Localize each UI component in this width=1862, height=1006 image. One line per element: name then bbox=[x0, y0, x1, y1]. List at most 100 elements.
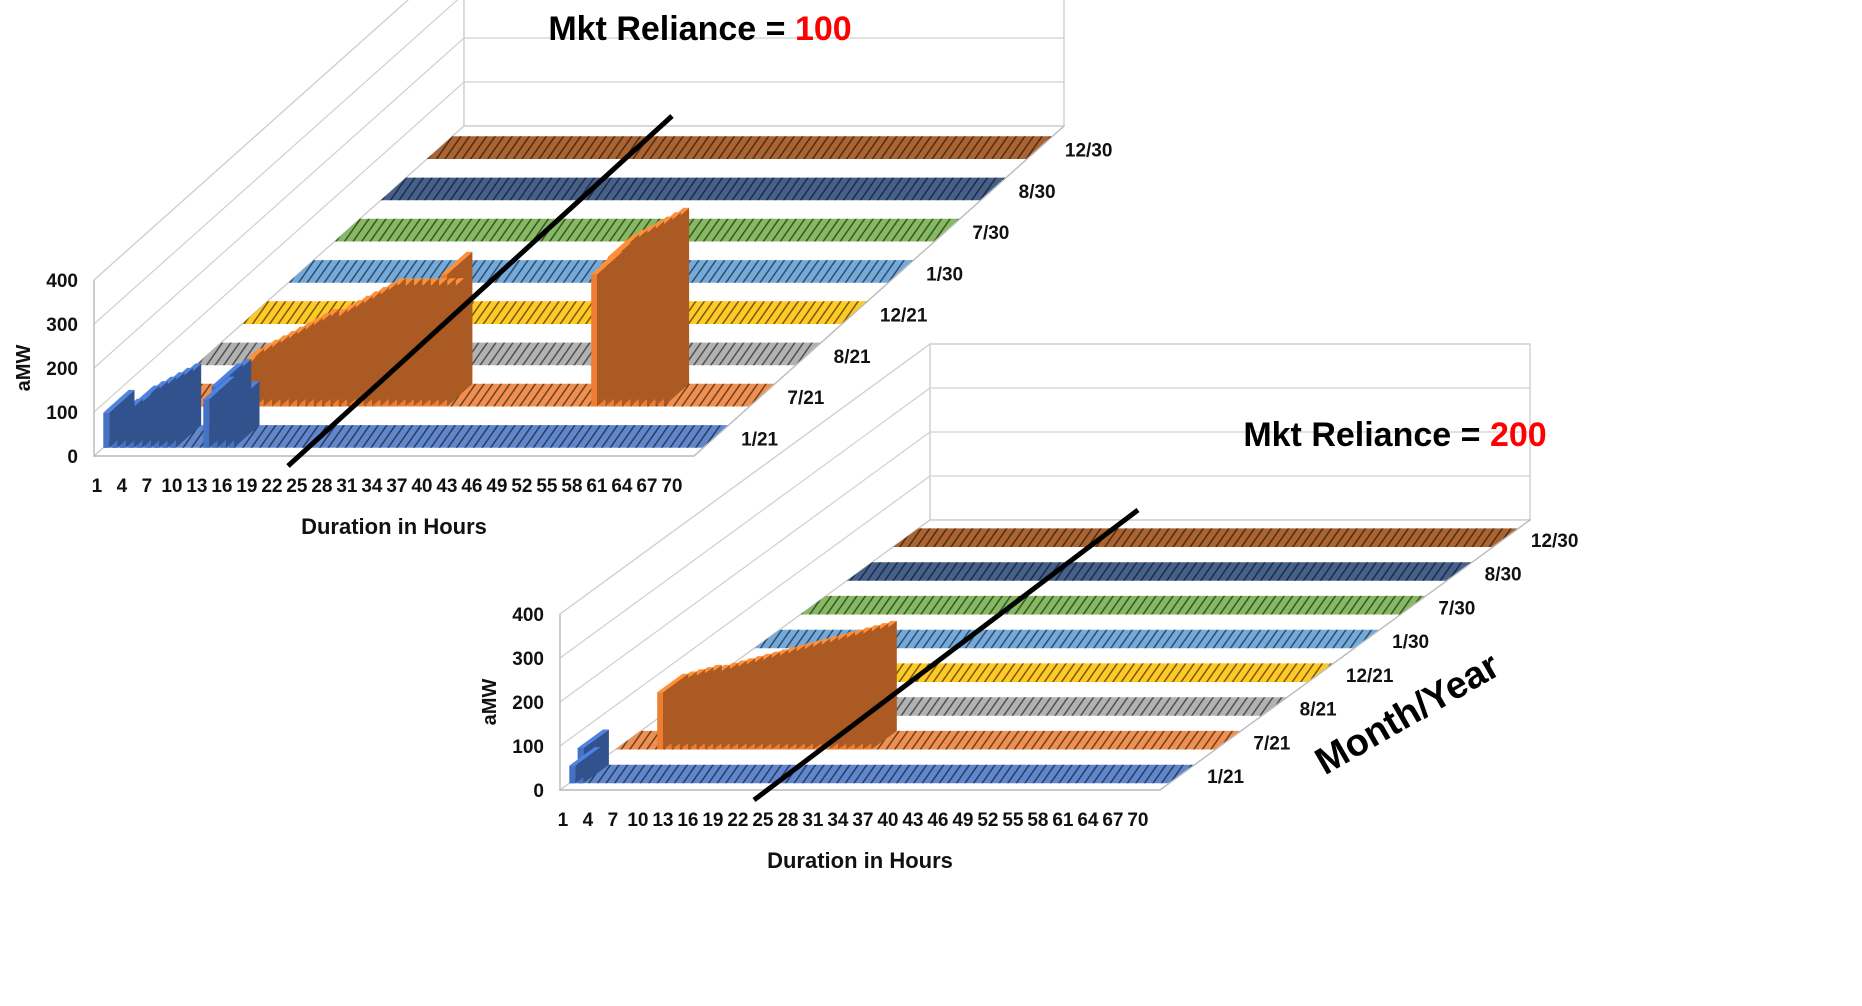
x-tick-label: 34 bbox=[827, 810, 849, 831]
chart-title: Mkt Reliance = 200 bbox=[1243, 416, 1546, 454]
series-label: 7/21 bbox=[787, 388, 824, 409]
floor-strip-hatch bbox=[800, 595, 1426, 615]
series-1-21 bbox=[569, 729, 1195, 784]
series-group bbox=[569, 528, 1519, 784]
bar-front bbox=[591, 274, 597, 407]
x-tick-label: 25 bbox=[286, 476, 308, 497]
series-label: 12/21 bbox=[880, 306, 928, 327]
x-tick-label: 52 bbox=[977, 810, 998, 831]
x-tick-label: 7 bbox=[608, 810, 619, 831]
gridlines bbox=[559, 343, 1530, 747]
x-tick-label: 25 bbox=[752, 810, 774, 831]
y-tick-label: 200 bbox=[46, 359, 78, 380]
x-tick-label: 1 bbox=[92, 476, 103, 497]
bar-top bbox=[103, 389, 135, 413]
title-value: 100 bbox=[795, 10, 852, 48]
x-tick-label: 46 bbox=[927, 810, 948, 831]
series-1-30 bbox=[754, 629, 1380, 649]
x-tick-label: 16 bbox=[677, 810, 698, 831]
gridline bbox=[559, 343, 1530, 615]
bar-front bbox=[203, 399, 210, 448]
bar-front bbox=[657, 692, 663, 750]
x-tick-label: 70 bbox=[661, 476, 682, 497]
gridline bbox=[559, 431, 1530, 703]
bar bbox=[103, 389, 135, 448]
series-label: 12/30 bbox=[1065, 141, 1113, 162]
bar-front bbox=[103, 412, 110, 448]
series-label: 1/30 bbox=[926, 264, 963, 285]
chart-title: Mkt Reliance = 100 bbox=[548, 10, 851, 48]
x-tick-label: 37 bbox=[386, 476, 407, 497]
floor-strip-hatch bbox=[380, 177, 1007, 201]
bar-top bbox=[577, 729, 609, 748]
series-label: 12/30 bbox=[1531, 531, 1579, 552]
series-label: 1/21 bbox=[741, 429, 778, 450]
depth-axis-label: Month/Year bbox=[1308, 645, 1507, 784]
bar-side bbox=[109, 389, 135, 448]
title-equals: = bbox=[1461, 416, 1490, 454]
title-prefix: Mkt Reliance bbox=[548, 10, 765, 48]
x-tick-label: 40 bbox=[877, 810, 898, 831]
series-floor-strip bbox=[800, 595, 1426, 615]
y-tick-label: 0 bbox=[533, 781, 544, 802]
gridlines bbox=[93, 0, 1064, 413]
gridline bbox=[559, 475, 1530, 747]
bar-side bbox=[209, 376, 235, 448]
x-tick-label: 61 bbox=[586, 476, 608, 497]
x-tick-label: 58 bbox=[1027, 810, 1048, 831]
y-tick-label: 100 bbox=[512, 737, 544, 758]
y-axis-ticks: 0 100 200 300 400 bbox=[512, 605, 544, 802]
y-tick-label: 100 bbox=[46, 403, 78, 424]
duration-marker-line bbox=[286, 114, 674, 468]
x-tick-label: 64 bbox=[1077, 810, 1099, 831]
series-floor-strip bbox=[103, 425, 729, 448]
floor-strip-hatch bbox=[427, 136, 1053, 159]
series-label: 8/21 bbox=[1300, 700, 1337, 721]
x-tick-label: 40 bbox=[411, 476, 432, 497]
x-tick-label: 55 bbox=[1002, 810, 1024, 831]
series-floor-strip bbox=[427, 136, 1053, 159]
floor-strip-hatch bbox=[893, 528, 1519, 547]
gridline bbox=[93, 37, 1064, 369]
bar bbox=[569, 747, 601, 784]
x-axis-ticks: 1 4 7 10 13 16 19 22 25 28 31 34 37 40 43 46 49 52 55 58 61 6… bbox=[558, 810, 1149, 831]
series-8-30 bbox=[846, 562, 1473, 581]
axis-frame bbox=[93, 125, 1065, 457]
series-label: 1/21 bbox=[1207, 767, 1244, 788]
bar-top bbox=[441, 251, 473, 275]
y-tick-label: 300 bbox=[46, 315, 78, 336]
bar-front bbox=[569, 765, 576, 784]
y-tick-label: 200 bbox=[512, 693, 544, 714]
x-tick-label: 4 bbox=[583, 810, 594, 831]
x-tick-label: 22 bbox=[261, 476, 282, 497]
bar-top bbox=[203, 376, 235, 400]
x-tick-label: 37 bbox=[852, 810, 873, 831]
y-axis-label: aMW bbox=[13, 345, 35, 392]
y-tick-label: 300 bbox=[512, 649, 544, 670]
series-floor-strip bbox=[380, 177, 1007, 201]
series-label: 8/30 bbox=[1485, 565, 1522, 586]
x-tick-label: 4 bbox=[117, 476, 128, 497]
series-label: 8/21 bbox=[834, 347, 871, 368]
title-equals: = bbox=[766, 10, 795, 48]
x-tick-label: 43 bbox=[902, 810, 923, 831]
x-tick-label: 13 bbox=[186, 476, 207, 497]
x-tick-label: 28 bbox=[777, 810, 798, 831]
series-label: 1/30 bbox=[1392, 632, 1429, 653]
x-tick-label: 58 bbox=[561, 476, 582, 497]
x-tick-label: 31 bbox=[336, 476, 358, 497]
x-axis-ticks: 1 4 7 10 13 16 19 22 25 28 31 34 37 40 43 46 49 52 55 58 61 6… bbox=[92, 476, 683, 497]
x-tick-label: 1 bbox=[558, 810, 569, 831]
axis-frame bbox=[559, 519, 1531, 791]
bar bbox=[591, 251, 623, 407]
x-tick-label: 67 bbox=[1102, 810, 1123, 831]
series-label: 7/21 bbox=[1253, 733, 1290, 754]
series-floor-strip bbox=[893, 528, 1519, 547]
x-tick-label: 28 bbox=[311, 476, 332, 497]
gridline bbox=[93, 81, 1064, 413]
series-label: 12/21 bbox=[1346, 666, 1394, 687]
x-tick-label: 46 bbox=[461, 476, 482, 497]
series-floor-strip bbox=[846, 562, 1473, 581]
